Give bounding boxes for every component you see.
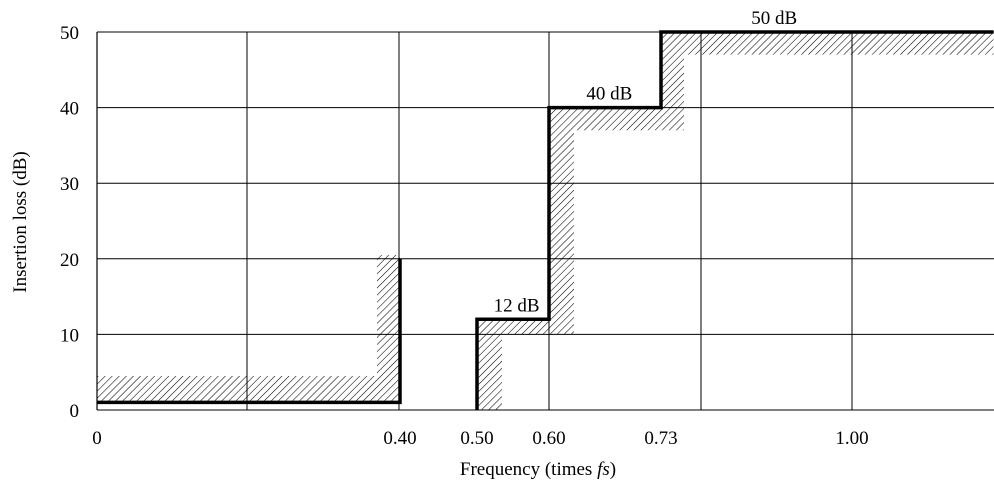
y-tick-label-30: 30	[60, 174, 79, 195]
grid-layer	[96, 31, 994, 411]
x-axis-label-suffix: )	[610, 459, 616, 480]
x-tick-label-4: 0.73	[644, 428, 677, 449]
x-tick-label-1: 0.40	[383, 428, 416, 449]
x-axis-label-italic: fs	[597, 459, 610, 480]
hatched-region-2	[477, 32, 994, 410]
y-tick-label-10: 10	[60, 325, 79, 346]
tick-label-layer: 0 10 20 30 40 50 0 0.40 0.50 0.60 0.73 1.00	[60, 23, 869, 449]
y-tick-label-20: 20	[60, 250, 79, 271]
x-tick-label-2: 0.50	[460, 428, 493, 449]
y-tick-label-40: 40	[60, 99, 79, 120]
hatched-region-1	[97, 255, 400, 403]
y-tick-label-50: 50	[60, 23, 79, 44]
mask-line-segment-2	[475, 30, 994, 410]
x-axis-label: Frequency (times fs)	[460, 459, 616, 480]
annotation-2: 50 dB	[751, 8, 797, 29]
x-tick-label-3: 0.60	[532, 428, 565, 449]
y-tick-label-0: 0	[70, 401, 80, 422]
annotation-0: 12 dB	[494, 295, 540, 316]
x-tick-label-5: 1.00	[835, 428, 868, 449]
annotation-1: 40 dB	[586, 84, 632, 105]
y-axis-label: Insertion loss (dB)	[10, 151, 31, 292]
x-axis-label-main: Frequency (times	[460, 459, 597, 480]
series-layer	[97, 30, 994, 410]
annotation-layer: 12 dB 40 dB 50 dB	[494, 8, 798, 316]
hatched-region-layer	[97, 32, 994, 410]
x-tick-label-0: 0	[92, 428, 102, 449]
mask-line-segment-1	[97, 258, 402, 405]
